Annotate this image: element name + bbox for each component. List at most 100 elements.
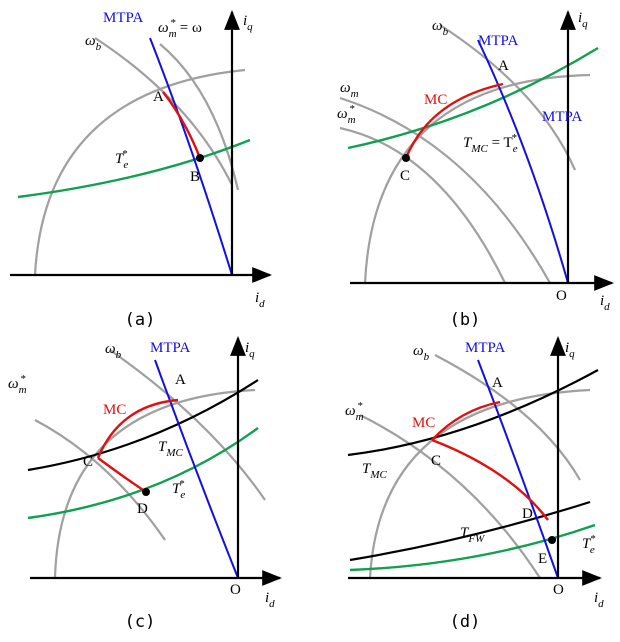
label: ωb: [432, 18, 449, 38]
label: MTPA: [465, 340, 505, 356]
curve: [34, 419, 166, 541]
label-part: MTPA: [542, 109, 582, 125]
curve: [431, 400, 501, 441]
label-part: ω: [337, 106, 348, 122]
label: MTPA: [150, 340, 190, 356]
label-part: m: [169, 28, 177, 40]
label: Te*: [172, 478, 185, 501]
label-part: i: [578, 10, 582, 26]
label-part: *: [21, 373, 27, 385]
label-part: q: [247, 21, 253, 33]
label-part: D: [137, 501, 148, 517]
label: MTPA: [478, 33, 518, 49]
label-part: d: [259, 298, 265, 310]
label: iq: [565, 340, 575, 360]
label-part: q: [569, 348, 575, 360]
label-part: ω: [105, 341, 116, 357]
label-part: e: [513, 143, 518, 155]
curve: [96, 398, 179, 459]
label-part: i: [245, 340, 249, 356]
curve: [94, 37, 233, 186]
label-part: *: [512, 132, 518, 144]
label: ωm*: [8, 373, 27, 396]
label-part: E: [538, 551, 547, 567]
label: D: [522, 506, 533, 522]
label-part: q: [249, 348, 255, 360]
label-part: T: [172, 481, 182, 497]
label-part: A: [153, 89, 164, 105]
label: A: [175, 372, 186, 388]
curve: [162, 91, 202, 159]
curve: [439, 24, 577, 171]
label: C: [431, 453, 441, 469]
label-part: T: [460, 525, 470, 541]
point: [142, 488, 150, 496]
curve: [434, 354, 581, 481]
label-part: O: [230, 582, 241, 598]
label: ωm: [340, 80, 359, 100]
label: Te*: [115, 148, 128, 171]
label-part: b: [96, 41, 102, 53]
curve: [477, 359, 559, 579]
label: TMC = Te*: [463, 132, 518, 155]
curve: [149, 37, 233, 276]
label-part: ω: [432, 18, 443, 34]
label-part: A: [498, 58, 509, 74]
label: ωm*: [345, 400, 364, 423]
label-part: C: [83, 454, 93, 470]
label: MC: [103, 402, 126, 418]
label-part: m: [348, 114, 356, 126]
label: MC: [412, 415, 435, 431]
label-part: MC: [470, 143, 488, 155]
label-part: = T: [488, 135, 513, 151]
label: A: [492, 375, 503, 391]
label-part: ω: [340, 80, 351, 96]
curve: [154, 359, 239, 579]
label-part: MTPA: [465, 340, 505, 356]
label: O: [553, 582, 564, 598]
label: TMC: [362, 461, 388, 481]
label-part: *: [358, 400, 364, 412]
label-part: d: [604, 301, 610, 313]
label-part: ω: [158, 20, 169, 36]
caption: (c): [125, 612, 156, 632]
curve: [339, 96, 551, 284]
label: MC: [424, 92, 447, 108]
panel-d: [347, 336, 602, 586]
label-part: MC: [424, 92, 447, 108]
panel-b: [339, 10, 614, 291]
label: ωb: [105, 341, 122, 361]
curve: [368, 388, 591, 579]
label-part: *: [590, 533, 596, 545]
label-part: q: [582, 18, 588, 30]
label-part: e: [180, 489, 185, 501]
label-part: MTPA: [478, 33, 518, 49]
curve: [339, 126, 506, 284]
label: id: [255, 290, 265, 310]
label-part: MC: [412, 415, 435, 431]
label-part: i: [255, 290, 259, 306]
label-part: B: [190, 169, 200, 185]
label: id: [600, 293, 610, 313]
curve: [363, 73, 591, 284]
curve: [27, 427, 259, 520]
label-part: *: [171, 17, 177, 29]
label-part: m: [351, 88, 359, 100]
label-part: A: [492, 375, 503, 391]
curve: [404, 82, 504, 159]
label: A: [153, 89, 164, 105]
label-part: e: [590, 544, 595, 556]
label-part: T: [463, 135, 473, 151]
label-part: i: [265, 590, 269, 606]
label-part: T: [582, 536, 592, 552]
curve: [33, 68, 246, 276]
curve: [431, 438, 549, 521]
label: TFW: [460, 525, 485, 545]
curve: [349, 500, 591, 562]
label: C: [83, 454, 93, 470]
label-part: i: [594, 590, 598, 606]
label-part: C: [400, 168, 410, 184]
label-part: ω: [345, 403, 356, 419]
label-part: b: [443, 26, 449, 38]
